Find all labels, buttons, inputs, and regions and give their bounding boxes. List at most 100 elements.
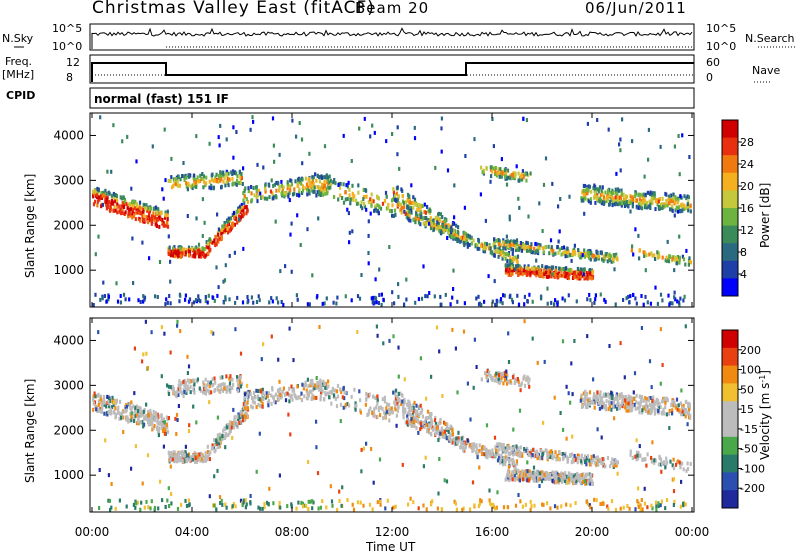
- heatmap-cell: [574, 270, 577, 275]
- heatmap-cell: [634, 192, 637, 197]
- heatmap-cell: [222, 300, 225, 305]
- heatmap-cell: [593, 300, 596, 305]
- heatmap-cell: [604, 252, 607, 257]
- heatmap-cell: [300, 391, 303, 396]
- heatmap-cell: [249, 494, 252, 498]
- heatmap-cell: [501, 240, 505, 245]
- heatmap-cell: [430, 418, 433, 423]
- heatmap-cell: [150, 216, 153, 221]
- heatmap-cell: [474, 244, 477, 249]
- heatmap-cell: [453, 183, 456, 188]
- heatmap-cell: [437, 421, 440, 426]
- heatmap-cell: [678, 408, 681, 413]
- heatmap-cell: [388, 403, 391, 407]
- heatmap-cell: [647, 398, 651, 403]
- heatmap-cell: [187, 181, 190, 186]
- heatmap-cell: [519, 451, 522, 456]
- heatmap-cell: [381, 397, 384, 402]
- heatmap-cell: [231, 377, 234, 382]
- nave-tick-top: 60: [706, 56, 720, 69]
- heatmap-cell: [217, 232, 220, 237]
- heatmap-cell: [389, 407, 392, 412]
- heatmap-cell: [498, 245, 501, 250]
- heatmap-cell: [188, 253, 191, 258]
- heatmap-cell: [667, 201, 670, 206]
- heatmap-cell: [593, 257, 596, 262]
- heatmap-cell: [227, 183, 230, 188]
- heatmap-cell: [500, 442, 503, 447]
- heatmap-cell: [563, 475, 566, 480]
- heatmap-cell: [133, 206, 136, 211]
- heatmap-cell: [255, 195, 258, 200]
- heatmap-cell: [505, 182, 509, 187]
- heatmap-cell: [217, 441, 221, 446]
- heatmap-cell: [489, 179, 492, 184]
- heatmap-cell: [244, 186, 247, 191]
- heatmap-cell: [277, 300, 280, 305]
- heatmap-cell: [669, 254, 672, 259]
- heatmap-cell: [387, 206, 390, 211]
- heatmap-cell: [540, 448, 543, 453]
- heatmap-cell: [500, 453, 503, 458]
- heatmap-cell: [477, 238, 480, 243]
- heatmap-cell: [319, 394, 322, 398]
- heatmap-cell: [587, 188, 590, 193]
- heatmap-cell: [143, 416, 146, 421]
- heatmap-cell: [151, 215, 154, 220]
- heatmap-cell: [571, 252, 574, 257]
- heatmap-cell: [311, 188, 314, 193]
- heatmap-cell: [640, 202, 643, 207]
- heatmap-cell: [499, 460, 502, 465]
- heatmap-cell: [223, 278, 227, 283]
- heatmap-cell: [548, 472, 552, 477]
- heatmap-cell: [369, 406, 372, 411]
- heatmap-cell: [496, 458, 500, 463]
- heatmap-cell: [608, 193, 611, 198]
- heatmap-cell: [308, 191, 311, 196]
- heatmap-cell: [513, 171, 517, 176]
- heatmap-cell: [509, 176, 512, 181]
- heatmap-cell: [586, 399, 590, 404]
- heatmap-cell: [540, 271, 543, 276]
- heatmap-cell: [257, 389, 260, 393]
- heatmap-cell: [478, 443, 481, 448]
- heatmap-cell: [200, 177, 203, 181]
- heatmap-cell: [688, 155, 691, 159]
- heatmap-cell: [200, 451, 203, 456]
- heatmap-cell: [639, 453, 642, 458]
- heatmap-cell: [516, 242, 519, 246]
- heatmap-cell: [324, 386, 327, 390]
- heatmap-cell: [523, 374, 526, 379]
- heatmap-cell: [402, 408, 405, 413]
- heatmap-cell: [178, 384, 181, 389]
- heatmap-cell: [544, 477, 547, 482]
- heatmap-cell: [246, 406, 249, 410]
- heatmap-cell: [290, 182, 293, 187]
- heatmap-cell: [454, 346, 457, 351]
- heatmap-cell: [290, 384, 293, 389]
- heatmap-cell: [180, 381, 183, 386]
- heatmap-cell: [204, 295, 207, 299]
- heatmap-cell: [404, 420, 407, 425]
- heatmap-cell: [535, 258, 538, 263]
- heatmap-cell: [373, 208, 376, 213]
- heatmap-cell: [649, 403, 652, 407]
- heatmap-cell: [321, 301, 324, 306]
- heatmap-cell: [594, 293, 597, 298]
- heatmap-cell: [291, 397, 294, 402]
- heatmap-cell: [397, 294, 400, 299]
- heatmap-cell: [310, 397, 313, 401]
- heatmap-cell: [611, 188, 614, 193]
- heatmap-cell: [192, 175, 195, 180]
- heatmap-cell: [601, 401, 604, 406]
- heatmap-cell: [247, 186, 250, 191]
- heatmap-cell: [583, 267, 586, 272]
- heatmap-cell: [215, 178, 218, 183]
- heatmap-cell: [484, 246, 487, 251]
- heatmap-cell: [519, 470, 522, 475]
- heatmap-cell: [166, 300, 169, 305]
- heatmap-cell: [435, 426, 439, 431]
- heatmap-cell: [141, 240, 144, 245]
- heatmap-cell: [582, 472, 585, 477]
- heatmap-cell: [316, 381, 319, 385]
